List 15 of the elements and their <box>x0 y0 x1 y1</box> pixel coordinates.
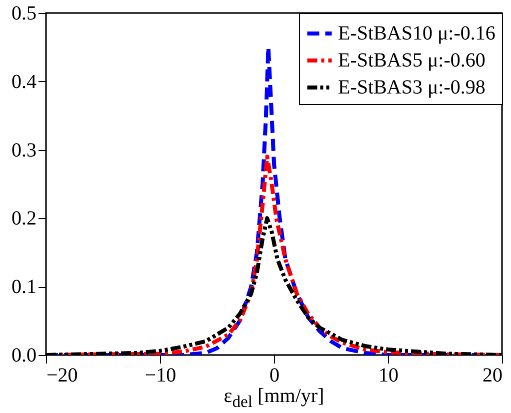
x-tick-label: 20 <box>482 364 502 386</box>
legend-label: E-StBAS10 μ:-0.16 <box>338 22 496 44</box>
x-tick-label: −10 <box>144 364 176 386</box>
y-tick-label: 0.5 <box>12 2 36 24</box>
legend-label: E-StBAS3 μ:-0.98 <box>338 76 486 98</box>
x-axis-title: ε$_{d}$$_{el}$ [mm/yr] <box>224 385 324 411</box>
x-tick-label: 10 <box>378 364 398 386</box>
y-tick-label: 0.3 <box>12 139 36 162</box>
y-tick-label: 0.1 <box>12 276 36 298</box>
y-tick-label: 0.0 <box>12 344 36 366</box>
x-tick-label: 0 <box>270 364 280 386</box>
x-tick-label: −20 <box>46 364 78 386</box>
y-tick-label: 0.2 <box>12 208 36 230</box>
y-tick-label: 0.4 <box>12 70 36 93</box>
legend-label: E-StBAS5 μ:-0.60 <box>338 50 486 72</box>
